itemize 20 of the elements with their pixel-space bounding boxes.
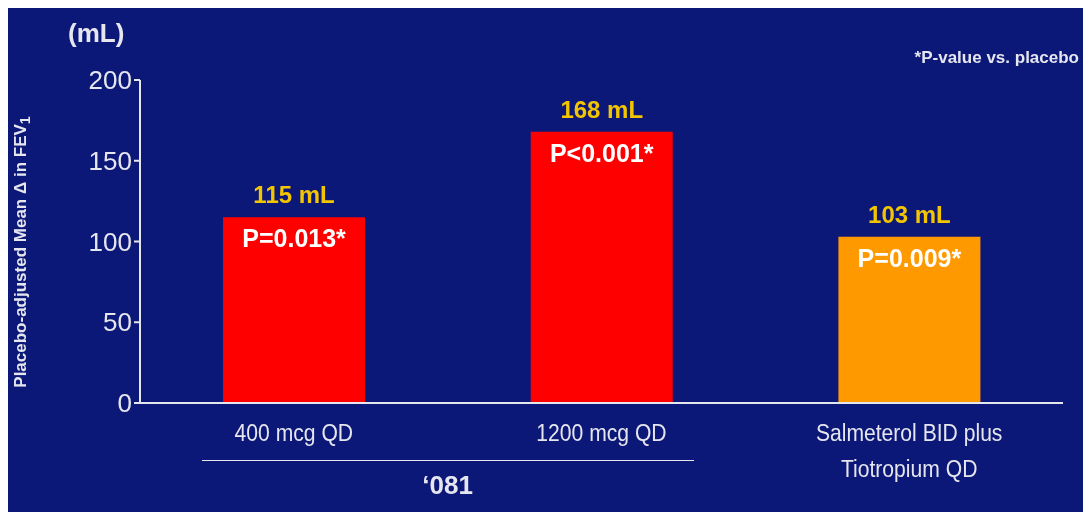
- bar: [838, 236, 981, 403]
- text: ‘081: [421, 470, 474, 501]
- data-label: 103 mL: [868, 200, 951, 228]
- y-tick-label: 50: [103, 307, 132, 338]
- data-label: 115 mL: [253, 181, 335, 209]
- y-tick-label: 0: [117, 388, 132, 419]
- y-tick-label: 200: [88, 65, 132, 96]
- bar: [530, 131, 673, 403]
- y-tick-label: 100: [88, 226, 132, 257]
- annotation: P=0.013*: [242, 224, 347, 253]
- text: *P-value vs. placebo: [914, 48, 1079, 68]
- y-tick-label: 150: [88, 145, 132, 176]
- bar: [223, 217, 366, 403]
- x-tick-label: 1200 mcg QD: [536, 419, 667, 447]
- data-label: 168 mL: [560, 95, 644, 123]
- annotation: P<0.001*: [549, 138, 654, 167]
- x-tick-label: Salmeterol BID plus Tiotropium QD: [815, 419, 1003, 483]
- annotation: P=0.009*: [857, 243, 962, 272]
- text: (mL): [68, 18, 125, 49]
- x-tick-label: 400 mcg QD: [234, 419, 354, 447]
